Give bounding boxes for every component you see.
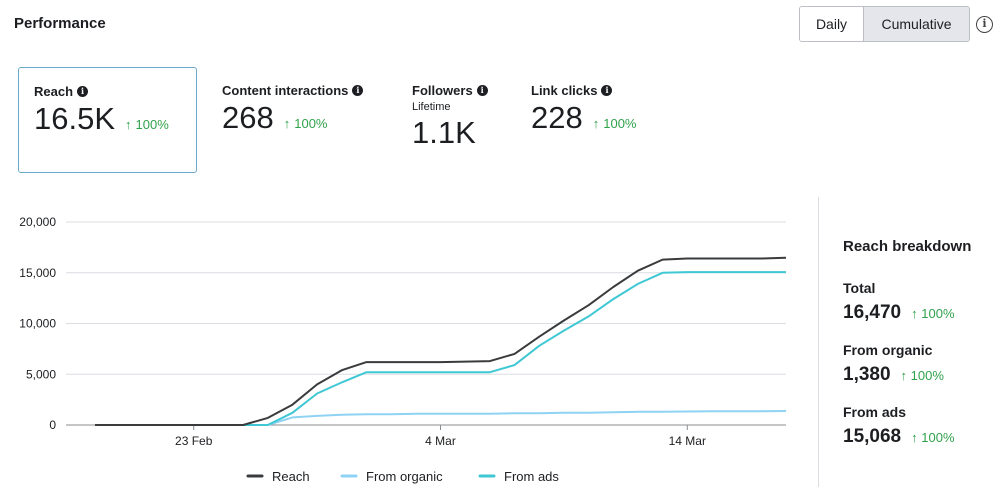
breakdown-ads: From ads 15,068 ↑ 100% bbox=[843, 404, 1003, 448]
breakdown-change: ↑ 100% bbox=[911, 306, 954, 321]
breakdown-label: From organic bbox=[843, 342, 933, 358]
x-tick-label: 14 Mar bbox=[669, 434, 706, 448]
chart-series bbox=[95, 256, 787, 426]
info-icon[interactable]: i bbox=[976, 16, 993, 33]
y-tick-label: 0 bbox=[49, 418, 56, 432]
page-title: Performance bbox=[14, 15, 106, 32]
legend-label: From organic bbox=[366, 469, 443, 484]
metric-value-row: 228 ↑ 100% bbox=[531, 100, 676, 136]
metric-label: Followers i bbox=[412, 83, 507, 98]
metric-change-text: 100% bbox=[294, 116, 328, 131]
breakdown-change: ↑ 100% bbox=[911, 430, 954, 445]
x-tick-label: 4 Mar bbox=[425, 434, 456, 448]
metric-value: 268 bbox=[222, 100, 274, 135]
series-line-from-ads bbox=[95, 271, 786, 426]
metric-change-text: 100% bbox=[603, 116, 637, 131]
legend-label: From ads bbox=[504, 469, 559, 484]
breakdown-change-text: 100% bbox=[921, 430, 955, 445]
info-icon[interactable]: i bbox=[77, 86, 89, 97]
metric-change-text: 100% bbox=[135, 117, 169, 132]
legend-label: Reach bbox=[272, 469, 310, 484]
y-tick-label: 20,000 bbox=[19, 215, 56, 229]
metric-change: ↑ 100% bbox=[125, 117, 169, 132]
info-icon[interactable]: i bbox=[601, 85, 613, 96]
arrow-up-icon: ↑ bbox=[911, 430, 922, 445]
metric-label-text: Content interactions bbox=[222, 83, 349, 98]
x-axis: 23 Feb 4 Mar 14 Mar bbox=[175, 425, 706, 448]
breakdown-label: From ads bbox=[843, 404, 907, 420]
reach-breakdown: Reach breakdown Total 16,470 ↑ 100% From… bbox=[843, 238, 1003, 466]
arrow-up-icon: ↑ bbox=[900, 368, 911, 383]
metric-value: 16.5K bbox=[34, 101, 116, 136]
cumulative-button[interactable]: Cumulative bbox=[863, 7, 969, 41]
metric-value: 228 bbox=[531, 100, 583, 135]
info-icon[interactable]: i bbox=[352, 85, 364, 96]
breakdown-change: ↑ 100% bbox=[901, 368, 944, 383]
arrow-up-icon: ↑ bbox=[283, 116, 291, 131]
metric-value-row: 268 ↑ 100% bbox=[222, 100, 387, 136]
info-icon[interactable]: i bbox=[476, 85, 488, 96]
arrow-up-icon: ↑ bbox=[125, 117, 132, 132]
metric-label-text: Followers bbox=[412, 83, 473, 98]
metric-value-row: 1.1K bbox=[412, 115, 507, 151]
breakdown-change-text: 100% bbox=[921, 306, 955, 321]
breakdown-value: 1,380 bbox=[843, 364, 891, 385]
breakdown-organic: From organic 1,380 ↑ 100% bbox=[843, 342, 1003, 386]
metric-card-content-interactions[interactable]: Content interactions i 268 ↑ 100% bbox=[207, 67, 387, 173]
view-toggle: Daily Cumulative bbox=[799, 6, 970, 42]
y-axis: 0 5,000 10,000 15,000 20,000 bbox=[19, 215, 56, 432]
metric-change: ↑ 100% bbox=[593, 116, 637, 131]
y-tick-label: 15,000 bbox=[19, 266, 56, 280]
metric-card-followers[interactable]: Followers i Lifetime 1.1K bbox=[397, 67, 507, 173]
metric-sublabel: Lifetime bbox=[412, 101, 451, 113]
breakdown-label: Total bbox=[843, 280, 876, 296]
metric-card-reach[interactable]: Reach i 16.5K ↑ 100% bbox=[18, 67, 197, 173]
metric-label-text: Link clicks bbox=[531, 83, 598, 98]
metric-label: Link clicks i bbox=[531, 83, 676, 98]
arrow-up-icon: ↑ bbox=[911, 306, 922, 321]
panel-divider bbox=[818, 197, 819, 487]
breakdown-title: Reach breakdown bbox=[843, 238, 972, 255]
metric-label-text: Reach bbox=[34, 84, 74, 99]
metric-change: ↑ 100% bbox=[284, 116, 328, 131]
metric-value-row: 16.5K ↑ 100% bbox=[34, 101, 196, 137]
metric-label: Reach i bbox=[34, 84, 196, 99]
series-line-from-organic bbox=[95, 410, 787, 426]
breakdown-value-row: 1,380 ↑ 100% bbox=[843, 364, 1003, 386]
breakdown-value: 15,068 bbox=[843, 426, 902, 447]
breakdown-value-row: 16,470 ↑ 100% bbox=[843, 302, 1003, 324]
arrow-up-icon: ↑ bbox=[592, 116, 600, 131]
chart-legend: Reach From organic From ads bbox=[246, 469, 559, 484]
metric-value: 1.1K bbox=[412, 115, 476, 150]
breakdown-total: Total 16,470 ↑ 100% bbox=[843, 280, 1003, 324]
y-tick-label: 10,000 bbox=[19, 317, 56, 331]
metric-label: Content interactions i bbox=[222, 83, 387, 98]
breakdown-value-row: 15,068 ↑ 100% bbox=[843, 426, 1003, 448]
breakdown-change-text: 100% bbox=[910, 368, 944, 383]
x-tick-label: 23 Feb bbox=[175, 434, 213, 448]
y-tick-label: 5,000 bbox=[26, 367, 56, 381]
metric-card-link-clicks[interactable]: Link clicks i 228 ↑ 100% bbox=[516, 67, 676, 173]
chart-grid bbox=[66, 221, 786, 426]
series-line-reach bbox=[95, 256, 787, 426]
daily-button[interactable]: Daily bbox=[800, 7, 863, 41]
reach-line-chart: 0 5,000 10,000 15,000 20,000 23 Feb 4 Mar 14 M… bbox=[19, 215, 787, 484]
breakdown-value: 16,470 bbox=[843, 302, 902, 323]
